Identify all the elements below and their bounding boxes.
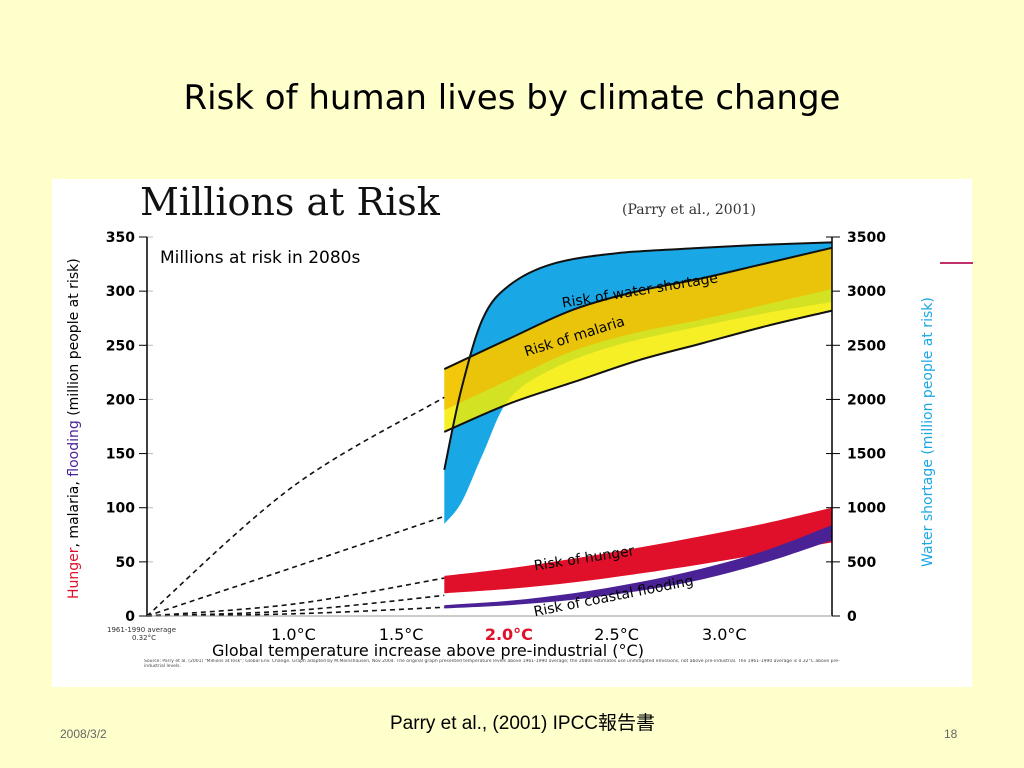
chart-svg: Millions at Risk (Parry et al., 2001) Mi…: [66, 180, 936, 669]
dashed-extrapolation-3: [146, 594, 445, 617]
source-note: Source: Parry et al. (2001) "Millions at…: [144, 659, 840, 669]
inner-title: Millions at risk in 2080s: [160, 248, 360, 268]
dashed-extrapolation-4: [146, 606, 445, 617]
slide-date: 2008/3/2: [60, 727, 107, 741]
baseline-label-line2: 0.32°C: [132, 634, 156, 642]
water-upper-line: [443, 241, 833, 471]
left-axis-label-flooding: flooding: [66, 420, 82, 477]
chart-subtitle: (Parry et al., 2001): [622, 202, 756, 218]
x-axis-label: Global temperature increase above pre-in…: [212, 641, 644, 660]
x-tick-label-2: 2.0°C: [485, 625, 533, 644]
left-axis-label-malaria: , malaria,: [66, 477, 82, 548]
malaria-upper-line: [443, 246, 833, 371]
x-tick-label-1: 1.5°C: [379, 625, 424, 644]
y-tick-label-left-6: 300: [106, 284, 135, 300]
dashed-extrapolation-2: [146, 577, 445, 617]
y-tick-label-left-3: 150: [106, 447, 135, 463]
x-tick-label-3: 2.5°C: [594, 625, 639, 644]
slide-caption: Parry et al., (2001) IPCC報告書: [390, 713, 656, 734]
x-tick-label-0: 1.0°C: [271, 625, 316, 644]
left-axis-label: Hunger, malaria, flooding (million peopl…: [66, 258, 82, 599]
y-tick-label-left-0: 0: [125, 609, 135, 625]
millions-at-risk-figure: Millions at Risk (Parry et al., 2001) Mi…: [52, 179, 972, 687]
y-tick-label-left-1: 50: [116, 555, 136, 571]
left-axis-label-hunger: Hunger: [66, 547, 82, 599]
y-tick-label-right-3: 1500: [847, 447, 886, 463]
left-axis-label-unit: (million people at risk): [66, 258, 82, 420]
malaria-lower-line: [443, 309, 833, 433]
plot-area: 0501001502002503003500500100015002000250…: [106, 230, 886, 644]
y-tick-label-right-2: 1000: [847, 501, 886, 517]
slide-title: Risk of human lives by climate change: [183, 78, 841, 118]
decorative-line: [940, 262, 973, 264]
y-tick-label-right-7: 3500: [847, 230, 886, 246]
x-tick-label-4: 3.0°C: [702, 625, 747, 644]
y-tick-label-left-4: 200: [106, 392, 135, 408]
y-tick-label-left-7: 350: [106, 230, 135, 246]
y-tick-label-left-5: 250: [106, 338, 135, 354]
right-axis-label: Water shortage (million people at risk): [920, 297, 936, 567]
y-tick-label-right-6: 3000: [847, 284, 886, 300]
y-tick-label-right-1: 500: [847, 555, 876, 571]
dashed-extrapolation-0: [146, 396, 445, 617]
hunger-band: [444, 507, 832, 594]
source-note-box: Source: Parry et al. (2001) "Millions at…: [144, 659, 840, 669]
chart-title: Millions at Risk: [140, 180, 441, 224]
baseline-label-line1: 1961-1990 average: [107, 626, 176, 634]
y-tick-label-right-4: 2000: [847, 392, 886, 408]
y-tick-label-right-5: 2500: [847, 338, 886, 354]
y-tick-label-right-0: 0: [847, 609, 857, 625]
malaria-water-overlap: [444, 247, 832, 411]
slide-page-number: 18: [944, 727, 958, 741]
y-tick-label-left-2: 100: [106, 501, 135, 517]
dashed-extrapolation-1: [146, 515, 445, 617]
